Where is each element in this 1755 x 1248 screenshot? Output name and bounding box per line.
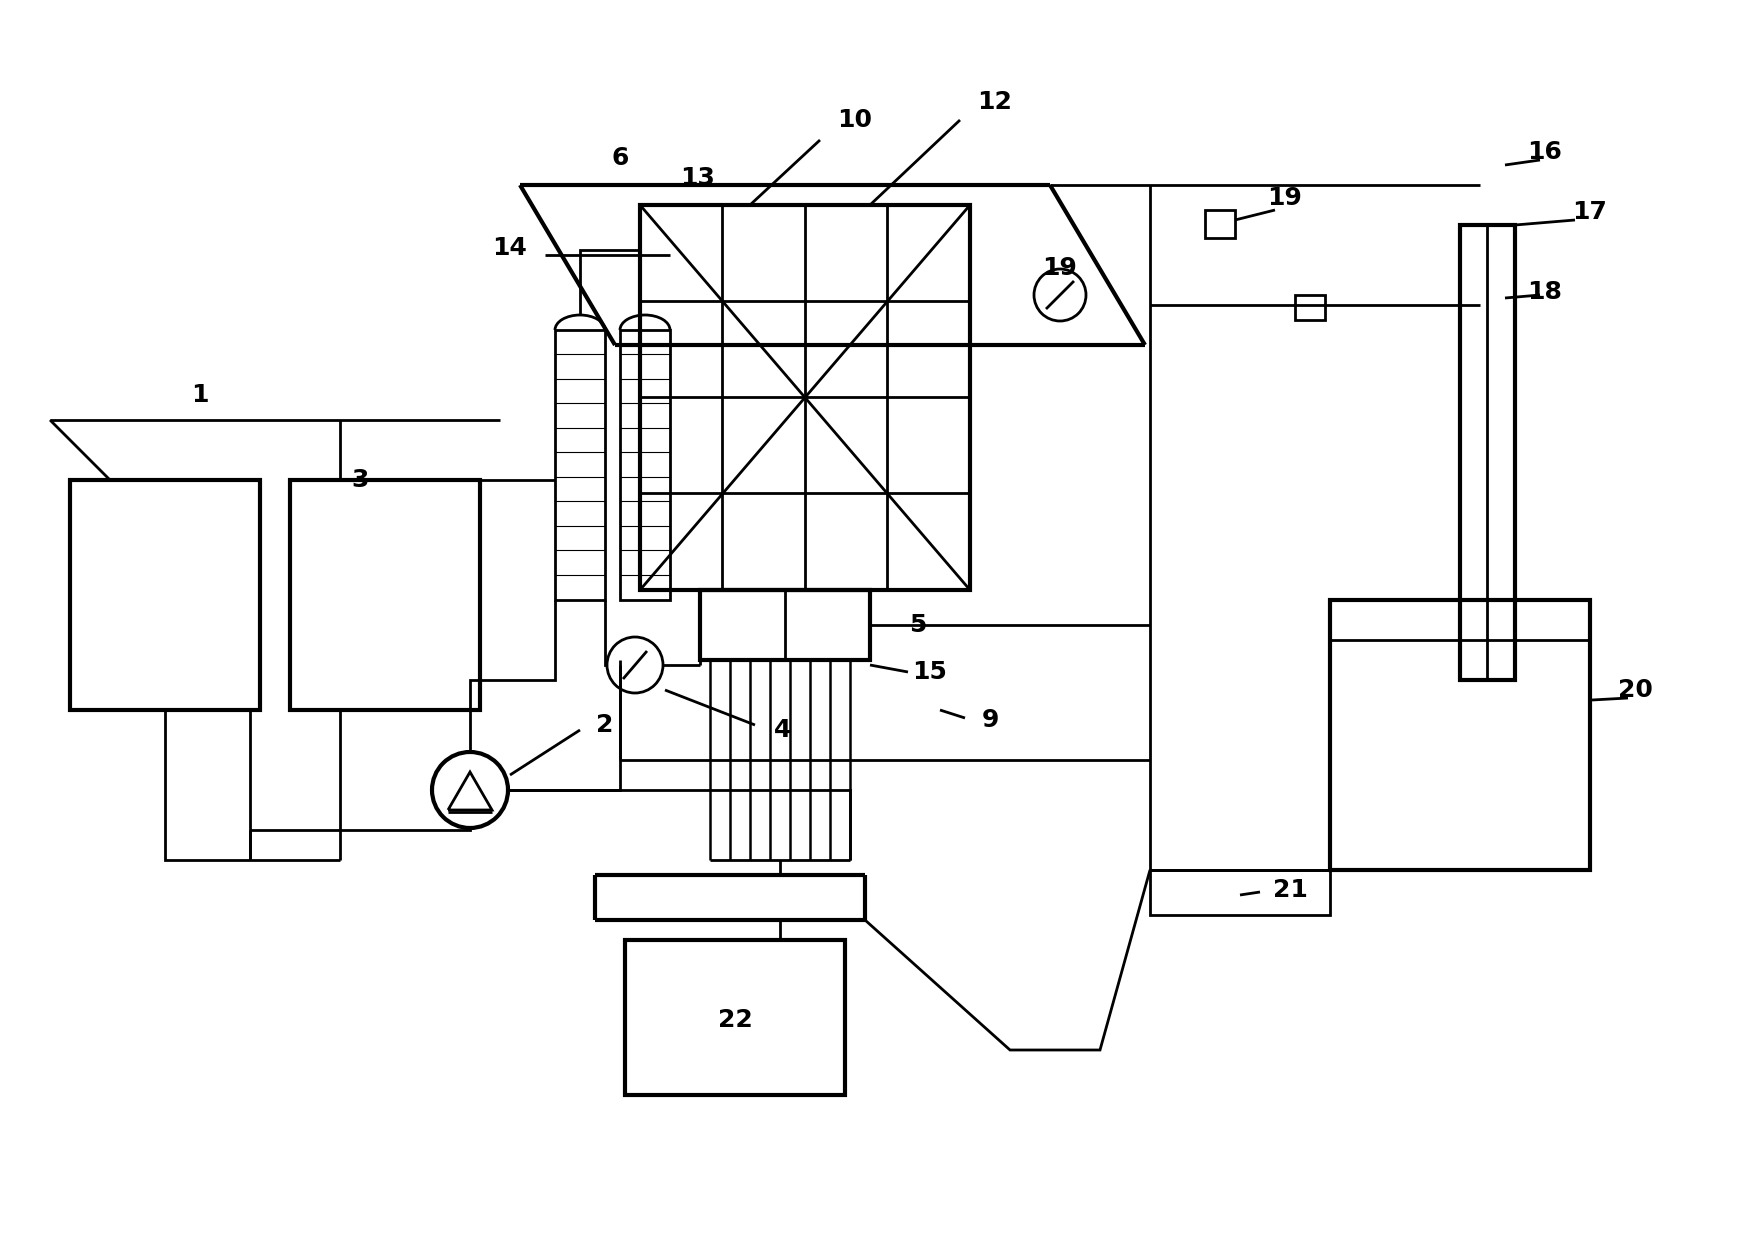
Text: 5: 5 — [909, 613, 927, 636]
Text: 19: 19 — [1042, 256, 1078, 280]
Bar — [1293, 295, 1325, 319]
Circle shape — [432, 753, 507, 827]
Text: 15: 15 — [913, 660, 948, 684]
Text: 3: 3 — [351, 468, 369, 492]
Bar — [1150, 870, 1329, 915]
Text: 20: 20 — [1616, 678, 1651, 701]
Text: 4: 4 — [774, 718, 792, 743]
Text: 22: 22 — [718, 1008, 751, 1032]
Text: 14: 14 — [493, 236, 526, 260]
Text: 17: 17 — [1572, 200, 1606, 223]
Bar — [620, 329, 670, 600]
Bar — [1329, 600, 1588, 870]
Text: 19: 19 — [1267, 186, 1302, 210]
Bar — [1204, 210, 1234, 238]
Bar — [70, 480, 260, 710]
Text: 16: 16 — [1527, 140, 1562, 163]
Text: 13: 13 — [681, 166, 714, 190]
Text: 6: 6 — [611, 146, 628, 170]
Circle shape — [1034, 270, 1085, 321]
Text: 10: 10 — [837, 109, 872, 132]
Bar — [290, 480, 479, 710]
Text: 21: 21 — [1272, 879, 1307, 902]
Bar — [625, 940, 844, 1094]
Text: 2: 2 — [597, 713, 612, 738]
Circle shape — [607, 636, 663, 693]
Text: 18: 18 — [1527, 280, 1562, 305]
Bar — [555, 329, 605, 600]
Bar — [639, 205, 969, 590]
Text: 12: 12 — [978, 90, 1013, 114]
Text: 1: 1 — [191, 383, 209, 407]
Bar — [700, 590, 869, 660]
Bar — [1458, 225, 1515, 680]
Text: 9: 9 — [981, 708, 999, 733]
